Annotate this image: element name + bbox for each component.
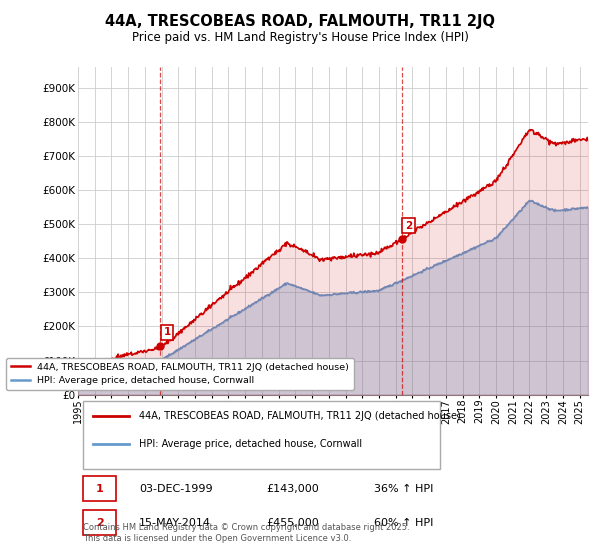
Text: £455,000: £455,000 bbox=[266, 517, 319, 528]
Text: 44A, TRESCOBEAS ROAD, FALMOUTH, TR11 2JQ (detached house): 44A, TRESCOBEAS ROAD, FALMOUTH, TR11 2JQ… bbox=[139, 411, 461, 421]
Text: 44A, TRESCOBEAS ROAD, FALMOUTH, TR11 2JQ: 44A, TRESCOBEAS ROAD, FALMOUTH, TR11 2JQ bbox=[105, 14, 495, 29]
FancyBboxPatch shape bbox=[83, 477, 116, 501]
Text: 15-MAY-2014: 15-MAY-2014 bbox=[139, 517, 211, 528]
Text: 1: 1 bbox=[96, 484, 104, 494]
Text: 2: 2 bbox=[405, 221, 412, 231]
FancyBboxPatch shape bbox=[83, 401, 440, 469]
Text: Price paid vs. HM Land Registry's House Price Index (HPI): Price paid vs. HM Land Registry's House … bbox=[131, 31, 469, 44]
Text: 03-DEC-1999: 03-DEC-1999 bbox=[139, 484, 213, 494]
Text: 60% ↑ HPI: 60% ↑ HPI bbox=[374, 517, 433, 528]
FancyBboxPatch shape bbox=[83, 510, 116, 535]
Text: Contains HM Land Registry data © Crown copyright and database right 2025.
This d: Contains HM Land Registry data © Crown c… bbox=[83, 523, 410, 543]
Text: 36% ↑ HPI: 36% ↑ HPI bbox=[374, 484, 433, 494]
Text: HPI: Average price, detached house, Cornwall: HPI: Average price, detached house, Corn… bbox=[139, 439, 362, 449]
Text: 2: 2 bbox=[96, 517, 104, 528]
Text: 1: 1 bbox=[163, 327, 170, 337]
Text: £143,000: £143,000 bbox=[266, 484, 319, 494]
Legend: 44A, TRESCOBEAS ROAD, FALMOUTH, TR11 2JQ (detached house), HPI: Average price, d: 44A, TRESCOBEAS ROAD, FALMOUTH, TR11 2JQ… bbox=[6, 358, 354, 390]
